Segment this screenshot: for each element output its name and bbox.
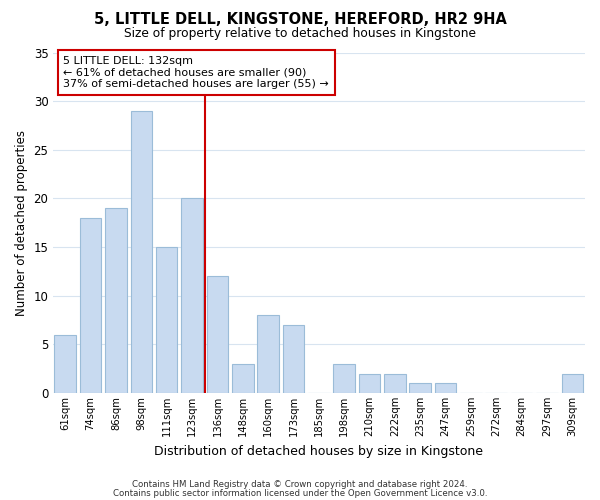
Text: Contains HM Land Registry data © Crown copyright and database right 2024.: Contains HM Land Registry data © Crown c… [132,480,468,489]
Text: Contains public sector information licensed under the Open Government Licence v3: Contains public sector information licen… [113,488,487,498]
X-axis label: Distribution of detached houses by size in Kingstone: Distribution of detached houses by size … [154,444,483,458]
Bar [409,384,431,393]
Text: 5 LITTLE DELL: 132sqm
← 61% of detached houses are smaller (90)
37% of semi-deta: 5 LITTLE DELL: 132sqm ← 61% of detached … [63,56,329,89]
Bar [105,208,127,393]
Bar [131,111,152,393]
Bar [80,218,101,393]
Bar [435,384,457,393]
Bar [55,334,76,393]
Text: Size of property relative to detached houses in Kingstone: Size of property relative to detached ho… [124,28,476,40]
Y-axis label: Number of detached properties: Number of detached properties [15,130,28,316]
Bar [384,374,406,393]
Bar [206,276,228,393]
Bar [562,374,583,393]
Text: 5, LITTLE DELL, KINGSTONE, HEREFORD, HR2 9HA: 5, LITTLE DELL, KINGSTONE, HEREFORD, HR2… [94,12,506,28]
Bar [232,364,254,393]
Bar [283,325,304,393]
Bar [181,198,203,393]
Bar [359,374,380,393]
Bar [334,364,355,393]
Bar [156,247,178,393]
Bar [257,315,279,393]
